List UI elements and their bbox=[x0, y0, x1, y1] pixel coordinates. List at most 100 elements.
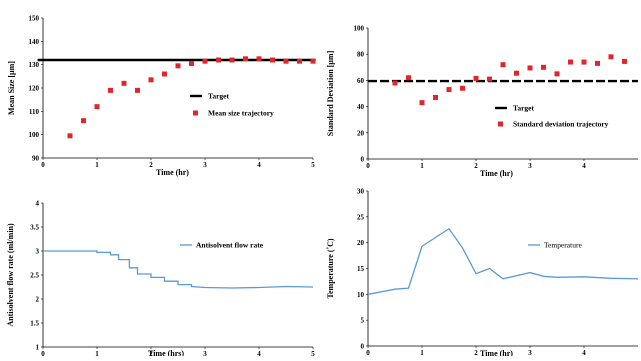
y-tick-label: 150 bbox=[29, 15, 40, 23]
trajectory-point bbox=[135, 87, 140, 93]
legend-trajectory-swatch bbox=[193, 110, 198, 116]
x-tick-label: 3 bbox=[203, 161, 207, 169]
standard-deviation-chart-svg: 0 20 40 60 80 100 0 1 2 3 4 Time (hr) Standard Devia… bbox=[326, 25, 638, 178]
temperature-chart: 0 5 10 15 20 25 30 0 1 2 3 4 Time (hr) Temperature (˚… bbox=[320, 178, 641, 358]
trajectory-point bbox=[473, 75, 479, 81]
x-tick-label: 1 bbox=[420, 349, 424, 356]
y-tick-label: 140 bbox=[29, 38, 40, 46]
x-tick-label: 5 bbox=[311, 350, 315, 356]
y-tick-label: 10 bbox=[357, 291, 365, 299]
standard-deviation-chart: 0 20 40 60 80 100 0 1 2 3 4 Time (hr) Standard Devia… bbox=[320, 0, 641, 178]
trajectory-point bbox=[554, 71, 560, 77]
trajectory-point bbox=[527, 65, 533, 71]
y-tick-label: 30 bbox=[357, 188, 365, 196]
x-axis-label: Time (hr) bbox=[480, 349, 513, 356]
antisolvent-flow-rate-chart: 1 1.5 2 2.5 3 3.5 4 0 1 2 3 4 5 Time (hrs) Antisolvent… bbox=[0, 178, 320, 359]
y-axis-label: Mean Size [µm] bbox=[7, 61, 16, 115]
x-tick-label: 4 bbox=[257, 350, 261, 356]
x-tick-label: 1 bbox=[420, 162, 424, 170]
y-tick-label: 60 bbox=[357, 77, 365, 85]
trajectory-point bbox=[189, 61, 194, 66]
legend-series-label: Temperature bbox=[544, 241, 582, 250]
y-axis-label: Antisolvent flow rate (ml/min) bbox=[6, 223, 15, 327]
x-tick-label: 2 bbox=[149, 161, 153, 169]
legend-trajectory-swatch bbox=[498, 121, 503, 127]
x-tick-label: 4 bbox=[257, 161, 261, 169]
legend-trajectory-label: Standard deviation trajectory bbox=[513, 120, 609, 129]
y-tick-label: 4 bbox=[36, 200, 40, 208]
x-tick-label: 0 bbox=[41, 350, 45, 356]
trajectory-point bbox=[243, 56, 248, 62]
trajectory-point bbox=[310, 58, 316, 64]
trajectory-point bbox=[108, 87, 113, 93]
trajectory-point bbox=[162, 71, 167, 77]
trajectory-point bbox=[81, 118, 86, 124]
y-tick-label: 90 bbox=[32, 155, 40, 163]
x-tick-label: 0 bbox=[366, 349, 370, 356]
x-tick-label: 1 bbox=[95, 350, 99, 356]
y-tick-label: 120 bbox=[29, 85, 40, 93]
trajectory-point bbox=[568, 59, 573, 65]
y-axis-label: Temperature (˚C) bbox=[326, 238, 335, 299]
y-tick-label: 2 bbox=[36, 296, 40, 304]
y-tick-label: 5 bbox=[361, 317, 365, 325]
trajectory-point bbox=[581, 59, 587, 65]
y-tick-label: 2.5 bbox=[30, 272, 39, 280]
series-line bbox=[367, 227, 639, 295]
x-tick-label: 4 bbox=[582, 162, 586, 170]
trajectory-point bbox=[622, 58, 627, 64]
mean-size-chart-svg: 90 100 110 120 130 140 150 0 1 2 3 4 5 Time (hr) Mean … bbox=[7, 15, 316, 177]
x-axis-label: Time (hr) bbox=[156, 168, 189, 177]
trajectory-point bbox=[216, 57, 221, 63]
trajectory-point bbox=[256, 56, 262, 62]
x-tick-label: 3 bbox=[203, 350, 207, 356]
trajectory-point bbox=[514, 70, 519, 76]
x-tick-label: 2 bbox=[474, 162, 478, 170]
trajectory-point bbox=[94, 104, 100, 110]
trajectory-point bbox=[202, 58, 208, 64]
x-tick-label: 0 bbox=[41, 161, 45, 169]
y-tick-label: 1 bbox=[36, 344, 40, 352]
y-tick-label: 100 bbox=[29, 131, 40, 139]
series-line bbox=[43, 250, 314, 289]
trajectory-point bbox=[406, 75, 411, 81]
x-tick-label: 5 bbox=[311, 161, 315, 169]
y-tick-label: 1.5 bbox=[30, 320, 39, 328]
trajectory-point bbox=[433, 94, 438, 100]
y-tick-label: 130 bbox=[29, 61, 40, 69]
y-tick-label: 20 bbox=[357, 239, 365, 247]
trajectory-point bbox=[595, 60, 600, 66]
x-tick-label: 4 bbox=[582, 349, 586, 356]
y-tick-label: 100 bbox=[354, 25, 365, 33]
x-tick-label: 2 bbox=[474, 349, 478, 356]
legend-trajectory-label: Mean size trajectory bbox=[208, 109, 274, 118]
x-axis-label: Time (hrs) bbox=[148, 349, 184, 356]
legend-target-label: Target bbox=[513, 104, 534, 113]
trajectory-point bbox=[541, 64, 546, 70]
trajectory-point bbox=[297, 58, 302, 64]
mean-size-chart: 90 100 110 120 130 140 150 0 1 2 3 4 5 Time (hr) Mean … bbox=[0, 0, 320, 178]
x-tick-label: 0 bbox=[366, 162, 370, 170]
y-tick-label: 3 bbox=[36, 248, 40, 256]
y-tick-label: 20 bbox=[357, 129, 365, 137]
trajectory-point bbox=[148, 77, 154, 83]
y-tick-label: 0 bbox=[361, 343, 365, 351]
y-tick-label: 25 bbox=[357, 213, 365, 221]
trajectory-point bbox=[608, 54, 614, 60]
y-tick-label: 80 bbox=[357, 51, 365, 59]
y-tick-label: 15 bbox=[357, 265, 365, 273]
x-tick-label: 2 bbox=[149, 350, 153, 356]
x-axis-label: Time (hr) bbox=[480, 169, 513, 178]
y-tick-label: 110 bbox=[29, 108, 40, 116]
trajectory-point bbox=[487, 76, 492, 82]
x-tick-label: 3 bbox=[528, 349, 532, 356]
trajectory-point bbox=[121, 80, 127, 86]
legend-series-label: Antisolvent flow rate bbox=[196, 241, 264, 250]
trajectory-point bbox=[283, 58, 289, 64]
trajectory-point bbox=[270, 57, 275, 63]
trajectory-point bbox=[175, 63, 181, 69]
trajectory-point bbox=[460, 85, 465, 91]
trajectory-point bbox=[446, 87, 452, 93]
trajectory-point bbox=[500, 62, 506, 68]
trajectory-point bbox=[392, 80, 398, 86]
